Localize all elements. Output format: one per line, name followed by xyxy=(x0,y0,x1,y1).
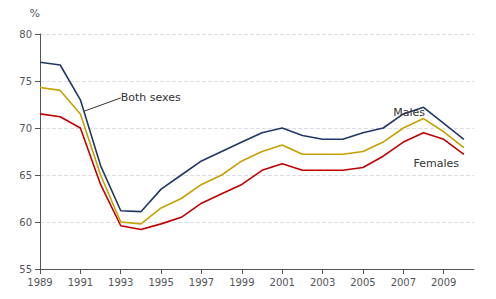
svg-text:2001: 2001 xyxy=(270,277,295,288)
svg-text:1989: 1989 xyxy=(27,277,52,288)
svg-text:65: 65 xyxy=(19,170,32,181)
svg-text:1991: 1991 xyxy=(68,277,93,288)
svg-text:Both sexes: Both sexes xyxy=(121,91,181,104)
svg-text:70: 70 xyxy=(19,123,32,134)
svg-text:60: 60 xyxy=(19,217,32,228)
svg-text:Females: Females xyxy=(413,157,459,170)
svg-text:2005: 2005 xyxy=(350,277,375,288)
svg-text:1999: 1999 xyxy=(229,277,254,288)
svg-text:2009: 2009 xyxy=(431,277,456,288)
svg-text:55: 55 xyxy=(19,264,32,275)
svg-text:2003: 2003 xyxy=(310,277,335,288)
svg-text:80: 80 xyxy=(19,29,32,40)
svg-text:1995: 1995 xyxy=(148,277,173,288)
svg-text:75: 75 xyxy=(19,76,32,87)
svg-text:Males: Males xyxy=(393,106,425,119)
svg-text:1997: 1997 xyxy=(189,277,214,288)
svg-text:1993: 1993 xyxy=(108,277,133,288)
svg-text:%: % xyxy=(30,7,40,20)
svg-text:2007: 2007 xyxy=(391,277,416,288)
